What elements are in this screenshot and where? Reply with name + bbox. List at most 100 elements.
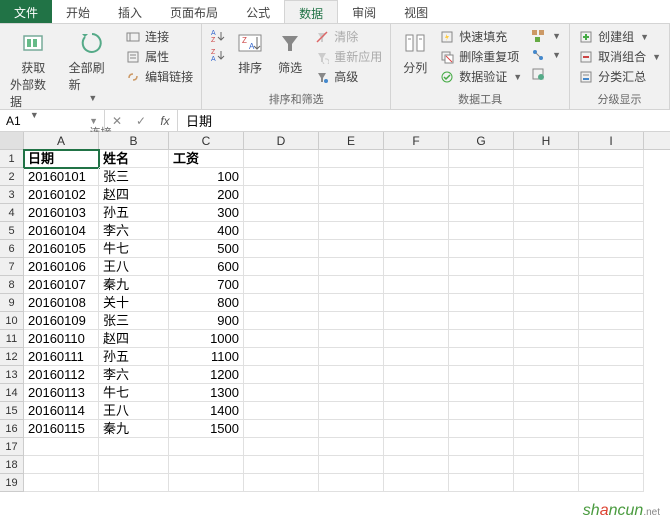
cell[interactable]: [449, 222, 514, 240]
cell[interactable]: 赵四: [99, 186, 169, 204]
data-validation-button[interactable]: 数据验证▼: [437, 67, 524, 86]
cell[interactable]: 牛七: [99, 240, 169, 258]
cell[interactable]: 100: [169, 168, 244, 186]
col-header-I[interactable]: I: [579, 132, 644, 149]
cell[interactable]: [169, 438, 244, 456]
cell[interactable]: [169, 456, 244, 474]
cell[interactable]: [24, 438, 99, 456]
row-header[interactable]: 13: [0, 366, 24, 384]
cell[interactable]: 20160101: [24, 168, 99, 186]
cell[interactable]: [319, 312, 384, 330]
formula-input[interactable]: 日期: [178, 110, 670, 131]
cell[interactable]: [449, 186, 514, 204]
relationships-button[interactable]: ▼: [528, 46, 563, 64]
cell[interactable]: [244, 348, 319, 366]
cell[interactable]: 姓名: [99, 150, 169, 168]
cell[interactable]: [579, 168, 644, 186]
text-to-columns-button[interactable]: 分列: [397, 27, 433, 89]
cell[interactable]: [319, 186, 384, 204]
cell[interactable]: [449, 420, 514, 438]
connections-button[interactable]: 连接: [123, 27, 195, 46]
cell[interactable]: [579, 366, 644, 384]
col-header-B[interactable]: B: [99, 132, 169, 149]
cell[interactable]: [244, 186, 319, 204]
cell[interactable]: [449, 150, 514, 168]
cell[interactable]: [384, 330, 449, 348]
tab-视图[interactable]: 视图: [390, 0, 442, 23]
cell[interactable]: [384, 474, 449, 492]
cell[interactable]: 1300: [169, 384, 244, 402]
cell[interactable]: [514, 384, 579, 402]
cell[interactable]: [579, 348, 644, 366]
cell[interactable]: [514, 204, 579, 222]
cell[interactable]: [319, 402, 384, 420]
cell[interactable]: [384, 186, 449, 204]
cell[interactable]: [319, 366, 384, 384]
cell[interactable]: [579, 222, 644, 240]
cell[interactable]: 400: [169, 222, 244, 240]
tab-数据[interactable]: 数据: [284, 0, 338, 23]
cell[interactable]: [319, 204, 384, 222]
cell[interactable]: [384, 294, 449, 312]
cell[interactable]: [384, 420, 449, 438]
row-header[interactable]: 12: [0, 348, 24, 366]
cell[interactable]: [579, 240, 644, 258]
manage-data-button[interactable]: [528, 65, 563, 83]
cell[interactable]: 20160114: [24, 402, 99, 420]
row-header[interactable]: 15: [0, 402, 24, 420]
cell[interactable]: [244, 438, 319, 456]
cell[interactable]: [449, 438, 514, 456]
cell[interactable]: [579, 294, 644, 312]
row-header[interactable]: 8: [0, 276, 24, 294]
cell[interactable]: [384, 168, 449, 186]
cell[interactable]: 1500: [169, 420, 244, 438]
cell[interactable]: 李六: [99, 222, 169, 240]
cell[interactable]: [449, 402, 514, 420]
cell[interactable]: 李六: [99, 366, 169, 384]
cell[interactable]: [99, 456, 169, 474]
cell[interactable]: [449, 240, 514, 258]
col-header-D[interactable]: D: [244, 132, 319, 149]
cell[interactable]: [319, 294, 384, 312]
cell[interactable]: [449, 384, 514, 402]
cell[interactable]: [319, 456, 384, 474]
cancel-formula-button[interactable]: ✕: [105, 114, 129, 128]
cell[interactable]: 1100: [169, 348, 244, 366]
cell[interactable]: 1000: [169, 330, 244, 348]
cell[interactable]: [244, 366, 319, 384]
remove-duplicates-button[interactable]: 删除重复项: [437, 47, 524, 66]
cell[interactable]: [244, 294, 319, 312]
cell[interactable]: [384, 150, 449, 168]
row-header[interactable]: 6: [0, 240, 24, 258]
cell[interactable]: [244, 312, 319, 330]
cell[interactable]: [319, 276, 384, 294]
subtotal-button[interactable]: 分类汇总: [576, 67, 663, 86]
col-header-C[interactable]: C: [169, 132, 244, 149]
cell[interactable]: [514, 366, 579, 384]
cell[interactable]: [449, 312, 514, 330]
row-header[interactable]: 1: [0, 150, 24, 168]
col-header-H[interactable]: H: [514, 132, 579, 149]
cell[interactable]: [514, 438, 579, 456]
cell[interactable]: [579, 420, 644, 438]
cell[interactable]: [384, 348, 449, 366]
cell[interactable]: [244, 150, 319, 168]
cell[interactable]: [579, 204, 644, 222]
cell[interactable]: 张三: [99, 168, 169, 186]
cell[interactable]: 20160107: [24, 276, 99, 294]
cell[interactable]: [244, 474, 319, 492]
cell[interactable]: [514, 222, 579, 240]
cell[interactable]: [384, 258, 449, 276]
row-header[interactable]: 7: [0, 258, 24, 276]
cell[interactable]: [319, 348, 384, 366]
refresh-all-button[interactable]: 全部刷新▼: [65, 27, 120, 122]
cell[interactable]: [384, 204, 449, 222]
tab-审阅[interactable]: 审阅: [338, 0, 390, 23]
sort-button[interactable]: ZA 排序: [232, 27, 268, 89]
cell[interactable]: 1200: [169, 366, 244, 384]
ungroup-button[interactable]: 取消组合▼: [576, 47, 663, 66]
cell[interactable]: [319, 168, 384, 186]
tab-file[interactable]: 文件: [0, 0, 52, 23]
cell[interactable]: [244, 204, 319, 222]
cell[interactable]: [579, 438, 644, 456]
